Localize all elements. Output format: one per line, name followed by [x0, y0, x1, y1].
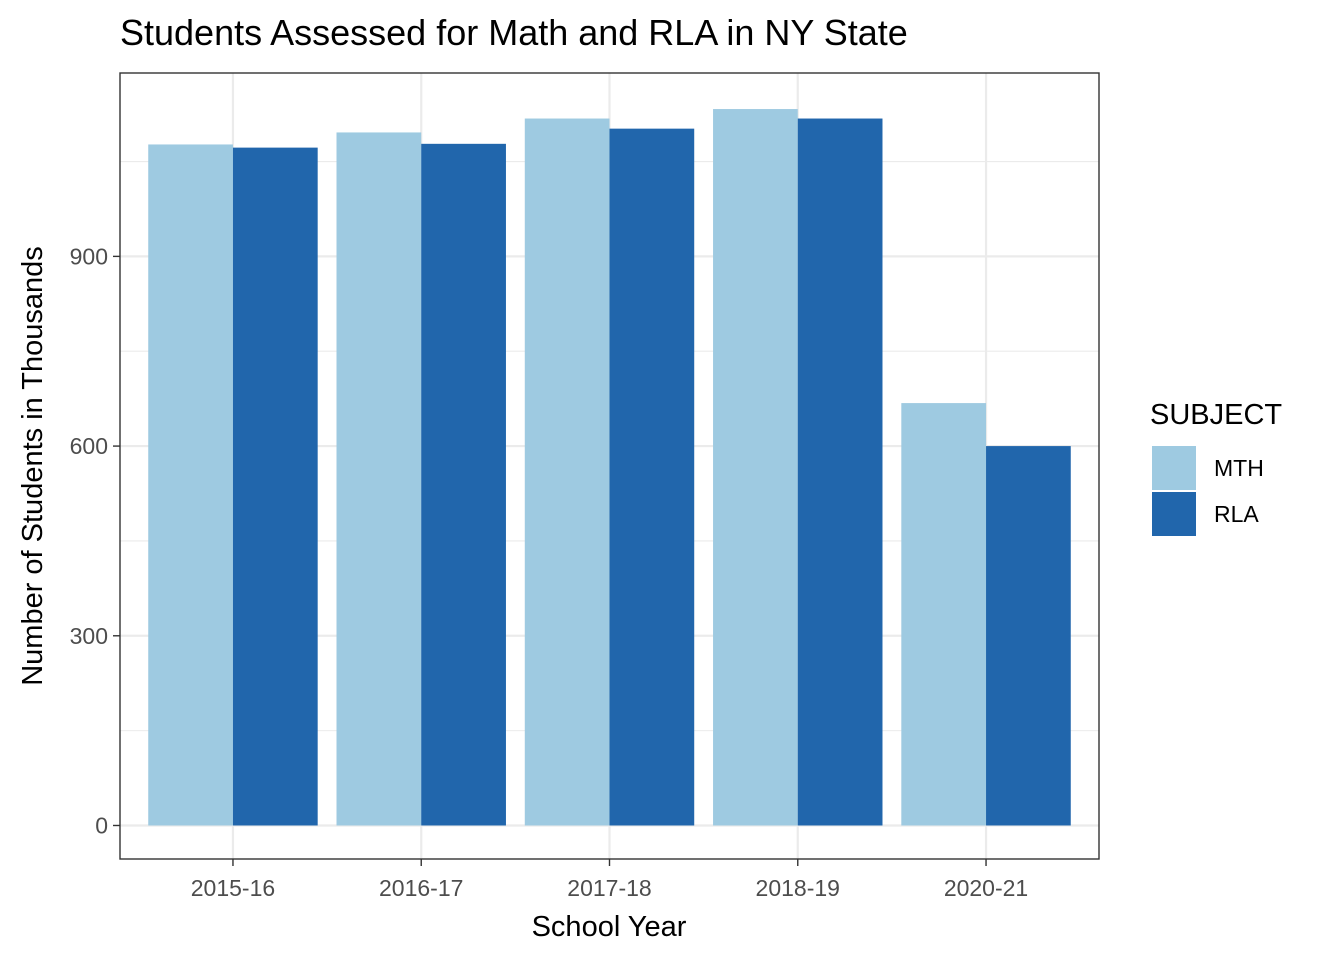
bar-rla-2016-17 — [421, 143, 506, 826]
bar-mth-2017-18 — [524, 118, 610, 826]
axes: 0 300 600 900 2015-16 2016-17 2017-18 2018-19 20… — [70, 243, 1029, 901]
bar-rla-2015-16 — [232, 147, 318, 826]
x-tick-label: 2020-21 — [944, 875, 1028, 901]
legend: SUBJECT MTH RLA — [1150, 399, 1282, 536]
legend-label-rla: RLA — [1214, 501, 1259, 527]
y-tick-label: 900 — [70, 243, 108, 269]
bars — [148, 109, 1071, 826]
bar-mth-2015-16 — [148, 144, 233, 826]
legend-key-mth — [1152, 446, 1196, 490]
x-tick-label: 2017-18 — [567, 875, 651, 901]
y-tick-label: 300 — [70, 623, 108, 649]
x-tick-label: 2018-19 — [756, 875, 840, 901]
x-tick-label: 2015-16 — [191, 875, 275, 901]
x-axis-title: School Year — [532, 911, 687, 943]
legend-title: SUBJECT — [1150, 399, 1282, 431]
bar-mth-2020-21 — [901, 403, 987, 826]
legend-key-rla — [1152, 492, 1196, 536]
bar-mth-2018-19 — [713, 109, 798, 826]
bar-rla-2018-19 — [797, 118, 883, 826]
bar-rla-2017-18 — [609, 128, 695, 826]
y-axis-title: Number of Students in Thousands — [17, 246, 49, 686]
chart-title: Students Assessed for Math and RLA in NY… — [120, 12, 908, 53]
x-tick-label: 2016-17 — [379, 875, 463, 901]
bar-mth-2016-17 — [336, 132, 422, 826]
y-tick-label: 600 — [70, 433, 108, 459]
y-tick-label: 0 — [95, 812, 108, 838]
legend-label-mth: MTH — [1214, 455, 1264, 481]
bar-rla-2020-21 — [986, 446, 1071, 826]
